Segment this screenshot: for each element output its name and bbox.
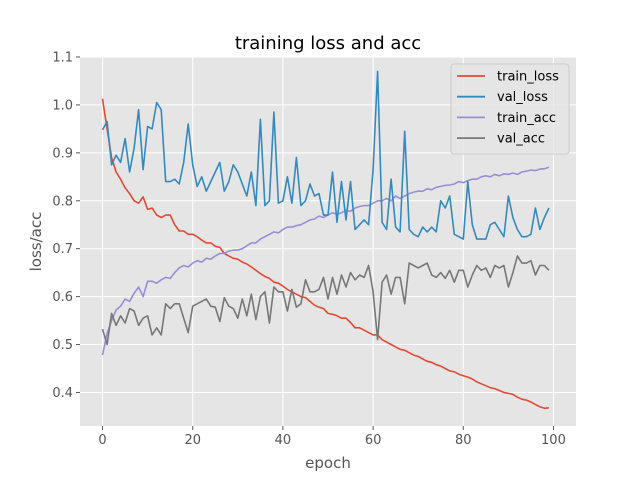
x-tick-label: 100 (541, 433, 566, 448)
legend: train_loss val_loss train_acc val_acc (450, 63, 570, 155)
y-tick-label: 0.7 (52, 242, 73, 257)
x-axis-ticks: 0 20 40 60 80 100 (98, 426, 566, 448)
series-layer (101, 70, 550, 410)
series-line-train-acc (101, 166, 550, 356)
x-tick-label: 0 (98, 433, 106, 448)
y-tick-label: 0.9 (52, 146, 73, 161)
y-tick-label: 0.8 (52, 194, 73, 209)
x-tick-label: 20 (184, 433, 201, 448)
y-tick-label: 0.5 (52, 338, 73, 353)
x-axis-label: epoch (305, 454, 351, 472)
legend-box (450, 63, 570, 155)
y-tick-label: 0.4 (52, 386, 73, 401)
legend-label-val-loss: val_loss (497, 90, 548, 105)
series-line-val-acc (101, 255, 550, 346)
x-tick-label: 40 (275, 433, 292, 448)
legend-label-train-loss: train_loss (497, 70, 559, 85)
y-axis-ticks: 0.4 0.5 0.6 0.7 0.8 0.9 1.0 1.1 (52, 51, 80, 401)
y-tick-label: 1.0 (52, 98, 73, 113)
y-tick-label: 0.6 (52, 290, 73, 305)
y-axis-label: loss/acc (27, 212, 45, 272)
chart-title: training loss and acc (235, 33, 421, 54)
x-tick-label: 80 (455, 433, 472, 448)
series-line-val-loss (101, 70, 550, 240)
series-line-train-loss (101, 98, 549, 410)
y-tick-label: 1.1 (52, 51, 73, 66)
legend-label-train-acc: train_acc (497, 111, 556, 126)
x-tick-label: 60 (365, 433, 382, 448)
legend-label-val-acc: val_acc (497, 132, 545, 147)
